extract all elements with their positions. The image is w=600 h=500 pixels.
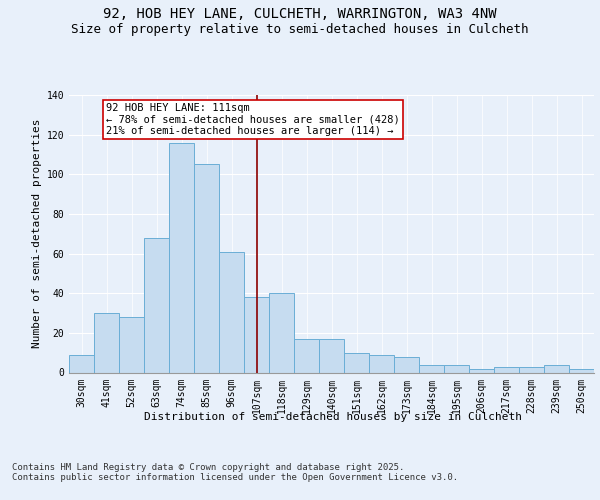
Bar (319, 339, 344, 372)
Bar (419, 364, 444, 372)
Bar (194, 164, 219, 372)
Bar (219, 252, 244, 372)
Bar (569, 368, 594, 372)
Bar (94, 313, 119, 372)
Text: Distribution of semi-detached houses by size in Culcheth: Distribution of semi-detached houses by … (144, 412, 522, 422)
Bar (294, 339, 319, 372)
Bar (244, 297, 269, 372)
Bar (69, 354, 94, 372)
Bar (344, 352, 369, 372)
Y-axis label: Number of semi-detached properties: Number of semi-detached properties (32, 119, 43, 348)
Text: Contains HM Land Registry data © Crown copyright and database right 2025.
Contai: Contains HM Land Registry data © Crown c… (12, 462, 458, 482)
Bar (394, 356, 419, 372)
Text: 92 HOB HEY LANE: 111sqm
← 78% of semi-detached houses are smaller (428)
21% of s: 92 HOB HEY LANE: 111sqm ← 78% of semi-de… (107, 103, 400, 136)
Bar (469, 368, 494, 372)
Bar (144, 238, 169, 372)
Bar (269, 293, 294, 372)
Bar (119, 317, 144, 372)
Bar (369, 354, 394, 372)
Bar (519, 366, 544, 372)
Bar (444, 364, 469, 372)
Bar (494, 366, 519, 372)
Text: 92, HOB HEY LANE, CULCHETH, WARRINGTON, WA3 4NW: 92, HOB HEY LANE, CULCHETH, WARRINGTON, … (103, 8, 497, 22)
Text: Size of property relative to semi-detached houses in Culcheth: Size of property relative to semi-detach… (71, 22, 529, 36)
Bar (169, 142, 194, 372)
Bar (544, 364, 569, 372)
